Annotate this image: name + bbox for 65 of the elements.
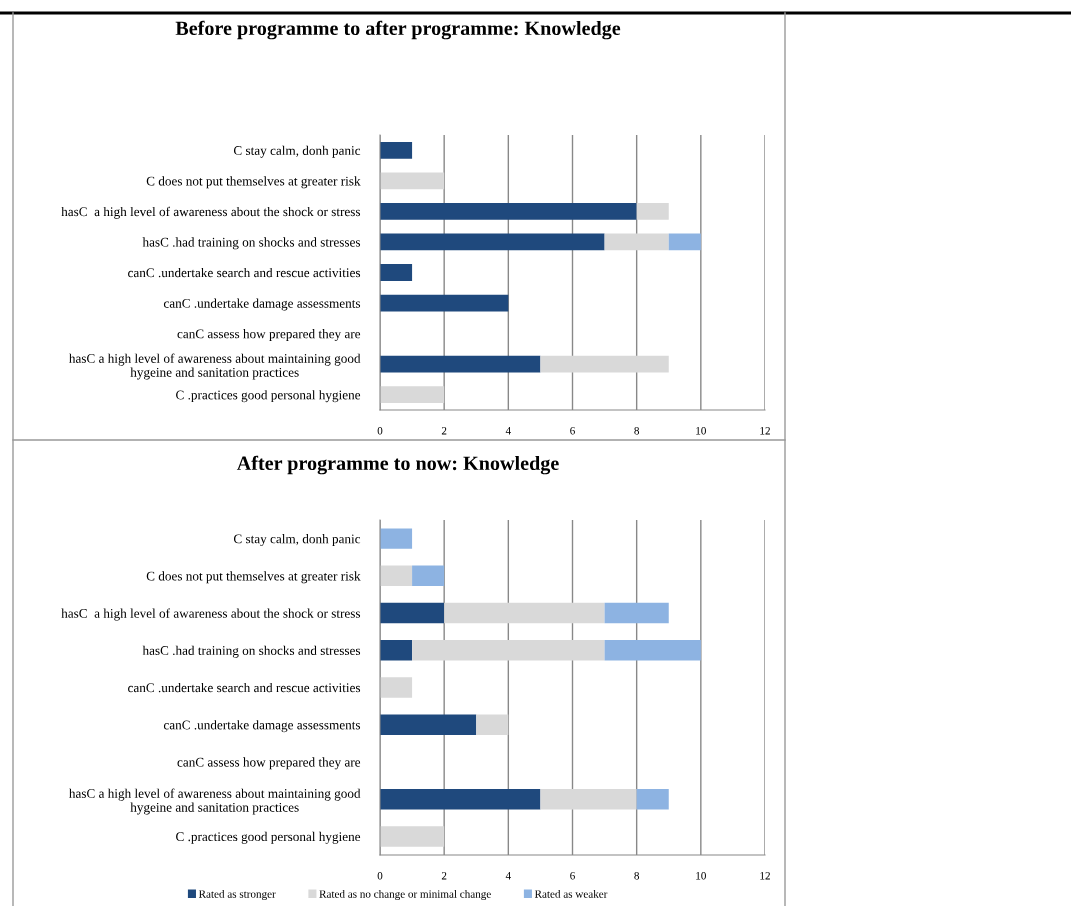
x-tick-label: 4	[505, 872, 511, 880]
bar	[380, 202, 637, 220]
bar	[540, 788, 637, 810]
x-tick-label: 6	[570, 872, 575, 880]
chart-title: After programme to now: Knowledge	[236, 455, 559, 475]
bar	[636, 202, 669, 220]
bar	[380, 788, 541, 810]
bar	[604, 233, 669, 251]
bar	[380, 141, 413, 159]
bar	[380, 528, 413, 549]
x-tick-label: 8	[634, 426, 640, 435]
y-tick-label: C does not put themselves at greater risk	[146, 571, 361, 584]
bar	[380, 826, 445, 847]
bar	[380, 355, 541, 373]
legend-label: Rated as stronger	[198, 889, 276, 901]
x-tick-label: 10	[696, 871, 706, 880]
bar	[604, 640, 701, 661]
bar	[380, 386, 445, 404]
bar	[412, 640, 605, 661]
bar	[540, 355, 669, 373]
y-tick-label: canC .undertake damage assessments	[163, 298, 361, 311]
bar	[380, 264, 413, 281]
bar	[380, 565, 413, 587]
bar	[380, 602, 445, 624]
x-tick-label: 8	[634, 871, 640, 880]
y-tick-label: C .practices good personal hygiene	[176, 831, 361, 844]
x-tick-label: 0	[377, 426, 383, 435]
y-tick-label: hasC a high level of awareness about maintaining good hygeine and sanitation practices	[69, 353, 361, 380]
y-tick-label: hasC a high level of awareness about maintaining good hygeine and sanitation practices	[69, 788, 361, 815]
y-tick-label: hasC .had training on shocks and stresses	[142, 645, 361, 658]
x-tick-label: 6	[570, 427, 575, 435]
y-tick-label: hasC a high level of awareness about the shock or stress	[61, 206, 361, 219]
bar	[636, 788, 669, 810]
bar	[380, 640, 413, 661]
y-tick-label: C does not put themselves at greater risk	[146, 176, 361, 189]
legend-label: Rated as no change or minimal change	[319, 889, 491, 901]
x-tick-label: 0	[377, 871, 383, 880]
bar	[476, 714, 509, 735]
y-tick-label: canC assess how prepared they are	[177, 329, 361, 342]
y-tick-label: C stay calm, donh panic	[233, 145, 361, 158]
bar	[380, 714, 477, 735]
y-tick-label: canC .undertake search and rescue activities	[128, 267, 361, 278]
x-tick-label: 12	[760, 872, 770, 880]
x-tick-label: 2	[441, 427, 447, 435]
y-tick-label: hasC .had training on shocks and stresses	[142, 237, 361, 250]
bar	[380, 172, 445, 190]
x-tick-label: 4	[505, 427, 511, 435]
x-tick-label: 2	[441, 872, 447, 880]
bar	[668, 233, 701, 251]
y-tick-label: canC .undertake damage assessments	[163, 720, 361, 733]
y-tick-label: C stay calm, donh panic	[233, 534, 361, 547]
bar	[412, 565, 445, 587]
bar	[444, 602, 605, 624]
bar	[380, 677, 413, 698]
x-tick-label: 10	[696, 426, 706, 435]
y-tick-label: C .practices good personal hygiene	[176, 390, 361, 403]
bar	[380, 233, 605, 251]
legend-label: Rated as weaker	[534, 889, 608, 898]
chart-title: Before programme to after programme: Knowledge	[175, 20, 621, 40]
x-tick-label: 12	[760, 427, 770, 435]
bar	[604, 602, 669, 624]
bar	[380, 294, 509, 312]
y-tick-label: hasC a high level of awareness about the shock or stress	[61, 608, 361, 621]
y-tick-label: canC .undertake search and rescue activities	[128, 682, 361, 693]
y-tick-label: canC assess how prepared they are	[177, 757, 361, 770]
